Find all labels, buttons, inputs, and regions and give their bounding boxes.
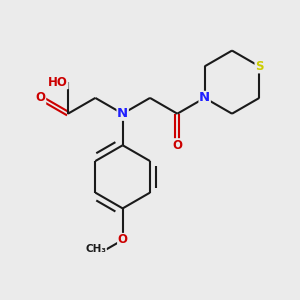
Text: N: N — [199, 92, 210, 104]
Text: CH₃: CH₃ — [85, 244, 106, 254]
Text: O: O — [172, 139, 182, 152]
Text: O: O — [118, 233, 128, 247]
Text: S: S — [255, 60, 264, 73]
Text: O: O — [36, 92, 46, 104]
Text: N: N — [117, 107, 128, 120]
Text: HO: HO — [48, 76, 68, 88]
